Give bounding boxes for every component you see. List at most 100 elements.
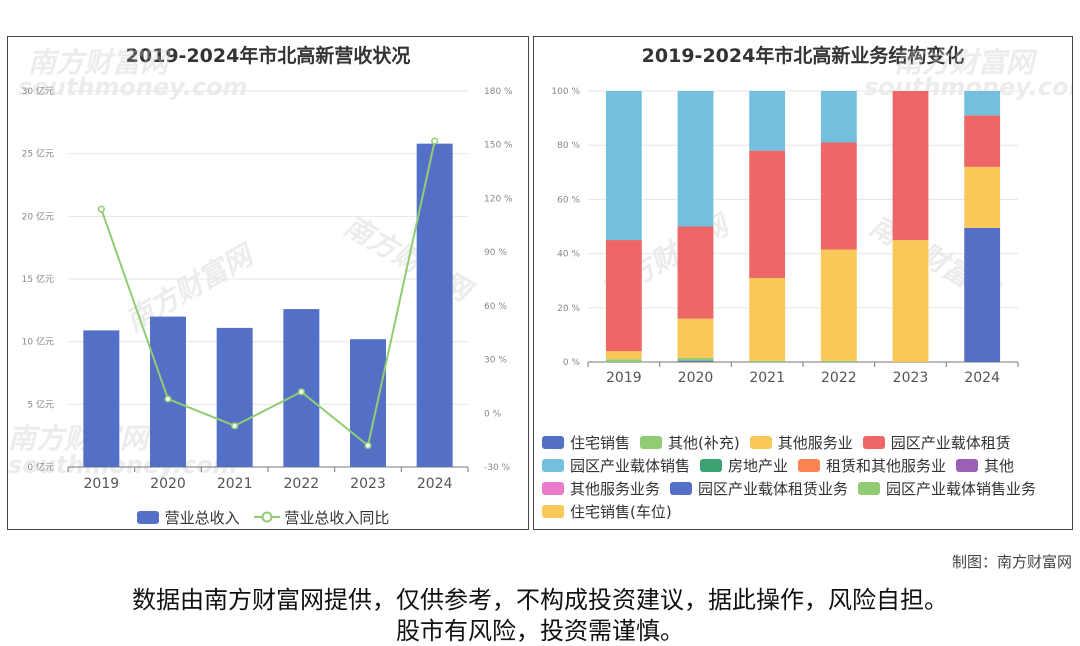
legend-label: 租赁和其他服务业	[826, 457, 947, 475]
revenue-yoy-point	[297, 388, 305, 396]
structure-legend-item[interactable]: 租赁和其他服务业	[798, 455, 946, 476]
y-left-tick-label: 15 亿元	[22, 273, 54, 285]
revenue-bar	[83, 330, 120, 467]
structure-legend-item[interactable]: 房地产业	[700, 455, 788, 476]
y-left-tick-label: 30 亿元	[22, 85, 54, 97]
structure-bar-segment	[892, 240, 929, 362]
legend-swatch	[862, 436, 885, 449]
x-tick-label: 2024	[417, 476, 453, 492]
structure-legend-item[interactable]: 园区产业载体销售业务	[858, 478, 1036, 499]
structure-bar-segment	[749, 91, 786, 151]
y-right-tick-label: 0 %	[484, 409, 502, 419]
legend-swatch	[542, 436, 564, 449]
revenue-yoy-point	[364, 441, 372, 450]
structure-bar-segment	[677, 357, 714, 361]
structure-bar-segment	[605, 359, 642, 362]
structure-legend-item[interactable]: 住宅销售(车位)	[542, 501, 672, 522]
chart-credit: 制图：南方财富网	[951, 553, 1072, 571]
legend-swatch	[798, 459, 821, 472]
structure-bar-segment	[820, 249, 857, 361]
y-tick-label: 100 %	[551, 87, 580, 97]
structure-bar-segment	[820, 91, 857, 143]
revenue-legend: 营业总收入 营业总收入同比	[8, 507, 528, 528]
structure-chart-title: 2019-2024年市北高新业务结构变化	[641, 45, 965, 67]
revenue-chart-panel: 2019-2024年市北高新营收状况 南方财富网 southmoney.com …	[7, 36, 529, 530]
revenue-bar	[416, 143, 453, 467]
structure-legend-item[interactable]: 其他	[956, 455, 1014, 476]
legend-swatch	[542, 459, 564, 472]
structure-bar-segment	[677, 226, 714, 319]
x-tick-label: 2021	[217, 476, 253, 492]
legend-item-revenue[interactable]: 营业总收入	[136, 507, 240, 528]
revenue-bar	[283, 309, 320, 467]
structure-legend-item[interactable]: 其他服务业务	[542, 478, 660, 499]
y-right-tick-label: 150 %	[484, 141, 513, 151]
y-right-tick-label: 60 %	[484, 302, 507, 312]
revenue-chart-plot: 0 亿元 5 亿元 10 亿元 15 亿元 20 亿元 25 亿元 30 亿元 -30 % 0 …	[22, 85, 513, 492]
y-right-tick-label: 180 %	[484, 87, 513, 97]
y-right-tick-label: 30 %	[484, 356, 507, 366]
disclaimer-line-2: 股市有风险，投资需谨慎。	[396, 617, 684, 645]
x-tick-label: 2023	[350, 476, 386, 492]
structure-chart-plot: 0 % 20 % 40 % 60 % 80 % 100 % 2019 2020 2021 2022…	[551, 87, 1019, 386]
legend-swatch	[858, 482, 881, 495]
structure-legend-row: 住宅销售(车位)	[542, 501, 682, 522]
structure-legend-item[interactable]: 园区产业载体租赁	[862, 432, 1011, 453]
legend-item-revenue-yoy[interactable]: 营业总收入同比	[254, 507, 389, 528]
x-tick-label: 2019	[84, 476, 120, 492]
structure-chart-panel: 2019-2024年市北高新业务结构变化 南方财富网 southmoney.co…	[533, 36, 1073, 530]
structure-bar-segment	[677, 318, 714, 358]
revenue-yoy-line	[100, 140, 436, 448]
y-left-tick-label: 0 亿元	[27, 461, 54, 473]
revenue-yoy-point	[431, 137, 439, 145]
structure-bar-segment	[605, 351, 642, 360]
legend-label: 其他(补充)	[668, 434, 740, 452]
structure-bar-segment	[964, 91, 1001, 116]
y-left-tick-label: 20 亿元	[22, 210, 54, 222]
structure-bar-segment	[677, 91, 714, 227]
x-tick-label: 2020	[150, 476, 186, 492]
legend-label: 其他	[984, 457, 1015, 475]
y-tick-label: 80 %	[557, 141, 580, 151]
x-tick-label: 2023	[893, 370, 929, 386]
structure-legend-item[interactable]: 其他(补充)	[640, 432, 740, 453]
structure-bar-segment	[749, 360, 786, 362]
y-right-tick-label: -30 %	[484, 463, 511, 473]
legend-swatch	[542, 482, 564, 495]
structure-bar-segment	[892, 91, 929, 241]
revenue-yoy-point	[164, 395, 172, 403]
revenue-chart-title: 2019-2024年市北高新营收状况	[125, 45, 411, 67]
legend-label: 其他服务业	[777, 434, 853, 452]
structure-bar-segment	[605, 91, 642, 241]
legend-label: 园区产业载体租赁	[890, 434, 1011, 452]
revenue-bar	[150, 316, 186, 467]
structure-legend-row: 住宅销售 其他(补充) 其他服务业 园区产业载体租赁	[542, 432, 1021, 453]
y-left-tick-label: 5 亿元	[27, 398, 54, 410]
y-tick-label: 0 %	[563, 358, 581, 368]
y-right-tick-label: 120 %	[484, 194, 513, 204]
structure-legend-item[interactable]: 其他服务业	[749, 432, 853, 453]
y-right-tick-label: 90 %	[484, 248, 507, 258]
legend-swatch	[670, 482, 693, 495]
y-left-tick-label: 25 亿元	[22, 148, 54, 160]
legend-swatch	[749, 436, 772, 449]
structure-legend-row: 园区产业载体销售 房地产业 租赁和其他服务业 其他	[542, 455, 1024, 476]
structure-legend-item[interactable]: 园区产业载体销售	[542, 455, 690, 476]
legend-label: 园区产业载体销售	[570, 457, 691, 475]
legend-swatch	[640, 436, 663, 449]
revenue-bar	[216, 327, 253, 467]
legend-swatch	[542, 505, 564, 518]
legend-label: 房地产业	[728, 457, 789, 475]
legend-label: 住宅销售	[570, 434, 631, 452]
x-tick-label: 2021	[749, 370, 785, 386]
structure-legend-item[interactable]: 园区产业载体租赁业务	[670, 478, 848, 499]
y-left-tick-label: 10 亿元	[22, 336, 54, 348]
x-tick-label: 2020	[678, 370, 714, 386]
structure-bar-segment	[677, 360, 714, 362]
structure-legend-item[interactable]: 住宅销售	[542, 432, 630, 453]
legend-label: 其他服务业务	[570, 480, 661, 498]
structure-bar-segment	[820, 142, 857, 250]
legend-label: 园区产业载体租赁业务	[698, 480, 849, 498]
disclaimer-line-1: 数据由南方财富网提供，仅供参考，不构成投资建议，据此操作，风险自担。	[132, 586, 948, 614]
y-tick-label: 60 %	[557, 195, 580, 205]
